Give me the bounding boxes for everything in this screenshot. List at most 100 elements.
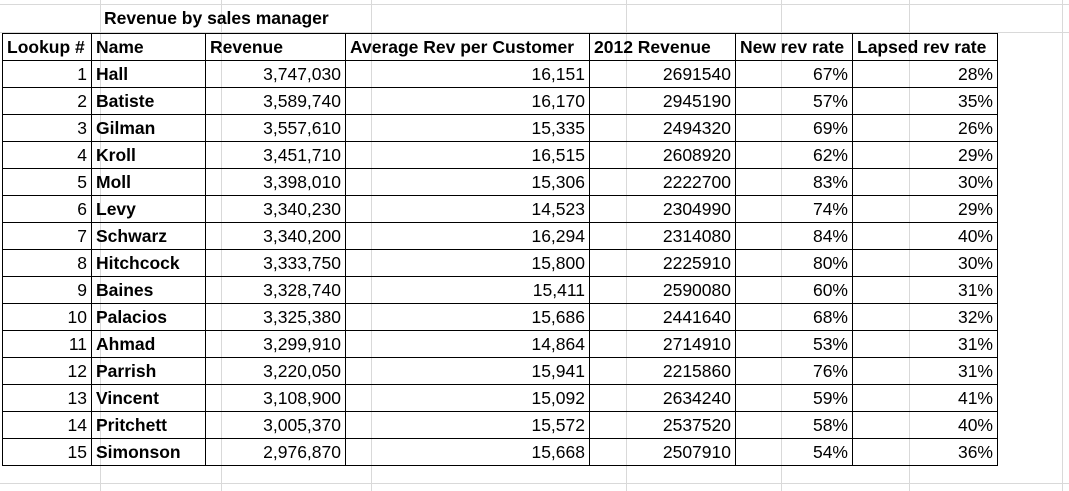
cell-avg-rev[interactable]: 15,668 [345,438,590,466]
cell-lapsed-rev-rate[interactable]: 40% [852,222,998,250]
cell-name[interactable]: Batiste [91,87,206,115]
cell-2012-revenue[interactable]: 2634240 [589,384,736,412]
cell-lookup[interactable]: 8 [2,249,92,277]
cell-name[interactable]: Gilman [91,114,206,142]
cell-avg-rev[interactable]: 14,864 [345,330,590,358]
cell-revenue[interactable]: 3,340,200 [205,222,346,250]
cell-2012-revenue[interactable]: 2494320 [589,114,736,142]
cell-new-rev-rate[interactable]: 60% [735,276,853,304]
cell-new-rev-rate[interactable]: 53% [735,330,853,358]
cell-revenue[interactable]: 3,589,740 [205,87,346,115]
cell-revenue[interactable]: 3,325,380 [205,303,346,331]
cell-2012-revenue[interactable]: 2537520 [589,411,736,439]
header-revenue[interactable]: Revenue [205,33,346,61]
cell-name[interactable]: Palacios [91,303,206,331]
cell-revenue[interactable]: 3,557,610 [205,114,346,142]
cell-2012-revenue[interactable]: 2222700 [589,168,736,196]
cell-lookup[interactable]: 12 [2,357,92,385]
cell-lookup[interactable]: 9 [2,276,92,304]
cell-2012-revenue[interactable]: 2590080 [589,276,736,304]
cell-revenue[interactable]: 3,328,740 [205,276,346,304]
cell-name[interactable]: Simonson [91,438,206,466]
header-lookup[interactable]: Lookup # [2,33,92,61]
cell-lapsed-rev-rate[interactable]: 31% [852,330,998,358]
cell-lookup[interactable]: 6 [2,195,92,223]
header-new-rev-rate[interactable]: New rev rate [735,33,853,61]
cell-avg-rev[interactable]: 15,686 [345,303,590,331]
cell-2012-revenue[interactable]: 2314080 [589,222,736,250]
cell-lapsed-rev-rate[interactable]: 41% [852,384,998,412]
cell-lookup[interactable]: 4 [2,141,92,169]
cell-2012-revenue[interactable]: 2441640 [589,303,736,331]
cell-name[interactable]: Parrish [91,357,206,385]
cell-avg-rev[interactable]: 16,151 [345,60,590,88]
cell-avg-rev[interactable]: 16,170 [345,87,590,115]
cell-lapsed-rev-rate[interactable]: 30% [852,168,998,196]
cell-avg-rev[interactable]: 15,335 [345,114,590,142]
cell-name[interactable]: Vincent [91,384,206,412]
cell-revenue[interactable]: 3,340,230 [205,195,346,223]
header-lapsed-rev-rate[interactable]: Lapsed rev rate [852,33,998,61]
header-avg-rev[interactable]: Average Rev per Customer [345,33,590,61]
cell-new-rev-rate[interactable]: 67% [735,60,853,88]
cell-lookup[interactable]: 14 [2,411,92,439]
cell-lapsed-rev-rate[interactable]: 40% [852,411,998,439]
cell-name[interactable]: Moll [91,168,206,196]
cell-name[interactable]: Pritchett [91,411,206,439]
cell-lapsed-rev-rate[interactable]: 31% [852,357,998,385]
cell-revenue[interactable]: 3,299,910 [205,330,346,358]
cell-2012-revenue[interactable]: 2225910 [589,249,736,277]
cell-revenue[interactable]: 3,220,050 [205,357,346,385]
cell-name[interactable]: Kroll [91,141,206,169]
cell-avg-rev[interactable]: 15,411 [345,276,590,304]
cell-revenue[interactable]: 3,398,010 [205,168,346,196]
cell-lookup[interactable]: 1 [2,60,92,88]
cell-avg-rev[interactable]: 15,572 [345,411,590,439]
header-2012-revenue[interactable]: 2012 Revenue [589,33,736,61]
cell-new-rev-rate[interactable]: 57% [735,87,853,115]
cell-lookup[interactable]: 15 [2,438,92,466]
cell-revenue[interactable]: 3,747,030 [205,60,346,88]
cell-new-rev-rate[interactable]: 74% [735,195,853,223]
cell-2012-revenue[interactable]: 2691540 [589,60,736,88]
cell-name[interactable]: Baines [91,276,206,304]
cell-lapsed-rev-rate[interactable]: 31% [852,276,998,304]
cell-name[interactable]: Hall [91,60,206,88]
cell-lookup[interactable]: 3 [2,114,92,142]
cell-lookup[interactable]: 7 [2,222,92,250]
cell-lapsed-rev-rate[interactable]: 29% [852,195,998,223]
cell-avg-rev[interactable]: 16,294 [345,222,590,250]
cell-new-rev-rate[interactable]: 62% [735,141,853,169]
cell-name[interactable]: Hitchcock [91,249,206,277]
cell-new-rev-rate[interactable]: 80% [735,249,853,277]
cell-revenue[interactable]: 2,976,870 [205,438,346,466]
cell-lapsed-rev-rate[interactable]: 26% [852,114,998,142]
cell-new-rev-rate[interactable]: 68% [735,303,853,331]
cell-revenue[interactable]: 3,005,370 [205,411,346,439]
cell-2012-revenue[interactable]: 2945190 [589,87,736,115]
cell-new-rev-rate[interactable]: 84% [735,222,853,250]
cell-lookup[interactable]: 11 [2,330,92,358]
cell-revenue[interactable]: 3,333,750 [205,249,346,277]
cell-name[interactable]: Levy [91,195,206,223]
cell-avg-rev[interactable]: 15,306 [345,168,590,196]
cell-revenue[interactable]: 3,108,900 [205,384,346,412]
cell-2012-revenue[interactable]: 2714910 [589,330,736,358]
cell-avg-rev[interactable]: 15,941 [345,357,590,385]
cell-2012-revenue[interactable]: 2215860 [589,357,736,385]
cell-lookup[interactable]: 2 [2,87,92,115]
cell-avg-rev[interactable]: 15,800 [345,249,590,277]
cell-revenue[interactable]: 3,451,710 [205,141,346,169]
cell-name[interactable]: Schwarz [91,222,206,250]
cell-lookup[interactable]: 5 [2,168,92,196]
cell-new-rev-rate[interactable]: 76% [735,357,853,385]
cell-new-rev-rate[interactable]: 83% [735,168,853,196]
cell-avg-rev[interactable]: 15,092 [345,384,590,412]
header-name[interactable]: Name [91,33,206,61]
cell-new-rev-rate[interactable]: 58% [735,411,853,439]
cell-lapsed-rev-rate[interactable]: 28% [852,60,998,88]
cell-lapsed-rev-rate[interactable]: 32% [852,303,998,331]
cell-name[interactable]: Ahmad [91,330,206,358]
sheet-title[interactable]: Revenue by sales manager [104,8,329,28]
